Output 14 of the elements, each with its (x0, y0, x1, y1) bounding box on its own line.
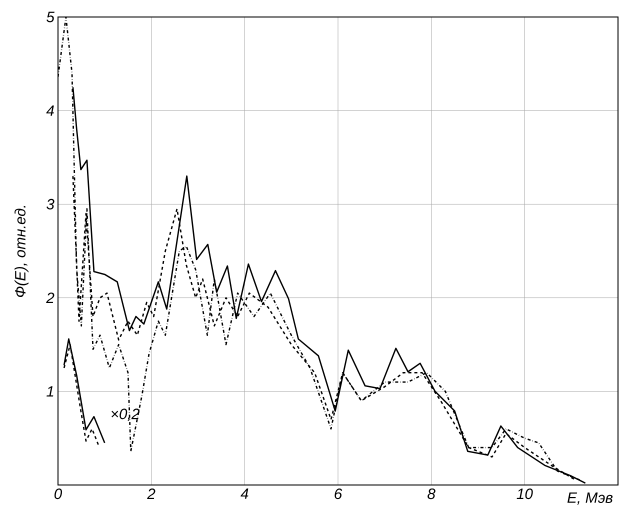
x-axis-title: E, Мэв (567, 492, 613, 505)
annotation: ×0,2 (111, 408, 140, 421)
y-tick-label: 1 (46, 386, 54, 397)
y-tick-label: 3 (46, 198, 54, 210)
x-tick-label: 6 (334, 488, 342, 500)
x-tick-label: 8 (428, 488, 436, 500)
x-tick-label: 2 (147, 488, 156, 499)
y-tick-label: 2 (46, 292, 54, 304)
x-tick-label: 0 (54, 488, 62, 500)
y-tick-label: 4 (46, 105, 54, 116)
x-tick-label: 10 (516, 488, 533, 500)
y-tick-label: 5 (46, 12, 55, 22)
x-tick-label: 4 (240, 488, 248, 499)
y-axis-title: Ф(Е), отн.ед. (14, 206, 28, 298)
